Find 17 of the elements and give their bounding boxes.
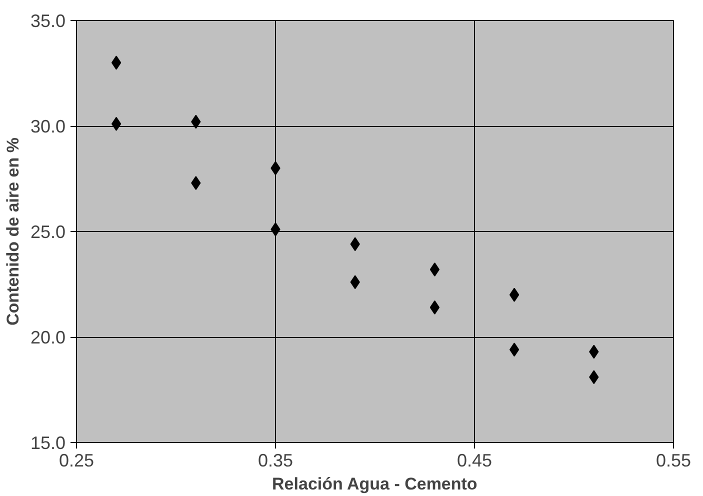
- x-tick-label: 0.35: [258, 450, 294, 470]
- y-tick-label: 20.0: [30, 328, 66, 348]
- y-tick-label: 35.0: [30, 11, 66, 31]
- point: [430, 300, 440, 314]
- y-tick-label: 15.0: [30, 433, 66, 453]
- point: [509, 288, 520, 302]
- point: [509, 342, 520, 357]
- point: [111, 56, 122, 70]
- x-tick-label: 0.25: [58, 450, 94, 470]
- y-tick-label: 25.0: [30, 222, 66, 242]
- y-axis-title: Contenido de aire en %: [3, 138, 22, 326]
- y-tick-label: 30.0: [30, 116, 66, 136]
- point: [430, 262, 440, 276]
- x-axis-title: Relación Agua - Cemento: [272, 474, 478, 494]
- x-tick-label: 0.45: [456, 450, 492, 470]
- point: [111, 116, 122, 131]
- x-tick-label: 0.55: [656, 450, 692, 470]
